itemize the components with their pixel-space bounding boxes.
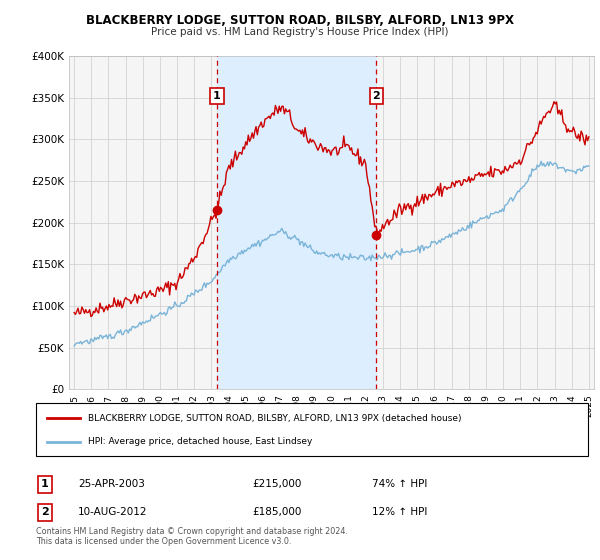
Text: £215,000: £215,000 (252, 479, 301, 489)
Text: BLACKBERRY LODGE, SUTTON ROAD, BILSBY, ALFORD, LN13 9PX: BLACKBERRY LODGE, SUTTON ROAD, BILSBY, A… (86, 14, 514, 27)
Bar (217, 56, 376, 389)
Text: Contains HM Land Registry data © Crown copyright and database right 2024.
This d: Contains HM Land Registry data © Crown c… (36, 526, 348, 546)
Text: 25-APR-2003: 25-APR-2003 (78, 479, 145, 489)
Text: 2: 2 (373, 91, 380, 101)
Text: 2: 2 (41, 507, 49, 517)
Text: 10-AUG-2012: 10-AUG-2012 (78, 507, 148, 517)
Text: Price paid vs. HM Land Registry's House Price Index (HPI): Price paid vs. HM Land Registry's House … (151, 27, 449, 37)
Text: £185,000: £185,000 (252, 507, 301, 517)
Text: 1: 1 (41, 479, 49, 489)
Text: 74% ↑ HPI: 74% ↑ HPI (372, 479, 427, 489)
Text: BLACKBERRY LODGE, SUTTON ROAD, BILSBY, ALFORD, LN13 9PX (detached house): BLACKBERRY LODGE, SUTTON ROAD, BILSBY, A… (88, 414, 462, 423)
FancyBboxPatch shape (36, 403, 588, 456)
Text: 12% ↑ HPI: 12% ↑ HPI (372, 507, 427, 517)
Text: 1: 1 (213, 91, 221, 101)
Text: HPI: Average price, detached house, East Lindsey: HPI: Average price, detached house, East… (88, 437, 313, 446)
